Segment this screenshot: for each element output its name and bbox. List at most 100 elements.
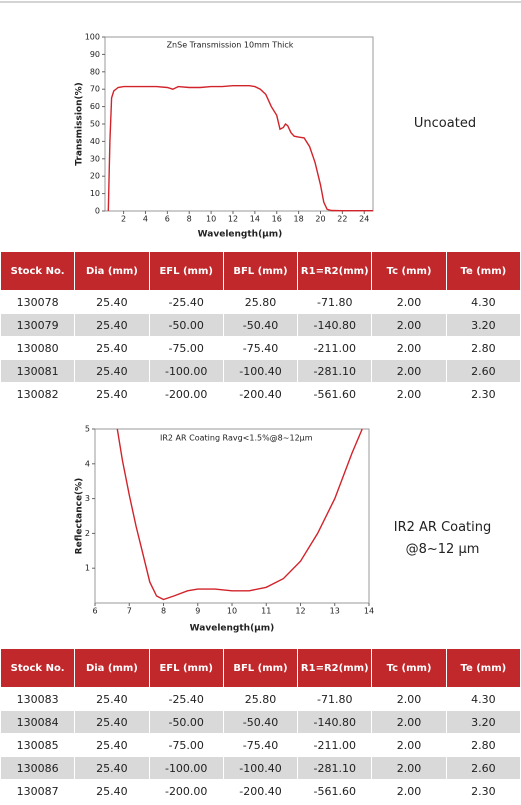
table-cell: 4.30 [445,687,521,711]
y-tick-label: 70 [90,85,100,94]
table-cell: -200.40 [222,779,299,803]
table-cell: -100.00 [148,756,224,780]
table-cell: 2.60 [445,756,521,780]
table-cell: 25.40 [74,733,150,757]
table-cell: 2.00 [371,336,447,360]
table-cell: 2.00 [371,382,447,406]
table-cell: 25.40 [74,756,150,780]
header-cell: Te (mm) [445,251,521,291]
table-cell: -211.00 [297,733,373,757]
table-cell: -100.00 [148,359,224,383]
plot-frame [104,36,374,212]
y-tick-label: 5 [85,425,90,434]
header-cell: BFL (mm) [222,251,299,291]
x-tick-label: 12 [228,215,238,224]
table-cell: 2.80 [445,733,521,757]
table-cell: 3.20 [445,313,521,337]
table-cell: 2.30 [445,382,521,406]
table-cell: -140.80 [297,313,373,337]
table-cell: -561.60 [297,779,373,803]
header-cell: Dia (mm) [74,648,150,688]
table-cell: 130084 [0,710,76,734]
table-cell: 130083 [0,687,76,711]
y-tick-label: 10 [90,189,100,198]
y-tick-label: 2 [85,529,90,538]
table-cell: -71.80 [297,687,373,711]
x-tick-label: 2 [121,215,126,224]
table-cell: 25.40 [74,336,150,360]
table-cell: -561.60 [297,382,373,406]
table-row: 130086 25.40 -100.00 -100.40 -281.10 2.00 2.60 [0,756,521,780]
table-cell: 2.30 [445,779,521,803]
y-tick-label: 30 [90,154,100,163]
table-cell: 2.00 [371,313,447,337]
table-cell: 25.40 [74,382,150,406]
table-cell: 130087 [0,779,76,803]
x-tick-label: 10 [227,607,237,616]
table-cell: -75.40 [222,733,299,757]
table-cell: 25.40 [74,710,150,734]
x-tick-label: 16 [272,215,282,224]
table-cell: -100.40 [222,756,299,780]
x-tick-label: 10 [206,215,216,224]
y-tick-label: 90 [90,50,100,59]
side-label: Uncoated [413,116,477,131]
table-row: 130087 25.40 -200.00 -200.40 -561.60 2.00 2.30 [0,779,521,803]
x-tick-label: 7 [127,607,132,616]
table-cell: -200.40 [222,382,299,406]
header-cell: Te (mm) [445,648,521,688]
table-cell: 130078 [0,290,76,314]
table-cell: -71.80 [297,290,373,314]
header-cell: R1=R2(mm) [297,251,373,291]
table-row: 130078 25.40 -25.40 25.80 -71.80 2.00 4.30 [0,290,521,314]
table-cell: 25.80 [222,687,299,711]
header-row: Stock No. Dia (mm) EFL (mm) BFL (mm) R1=R2(m… [0,648,521,688]
header-cell: Dia (mm) [74,251,150,291]
table-cell: -25.40 [148,687,224,711]
table-cell: 130082 [0,382,76,406]
data-line [107,85,373,212]
table-cell: 25.80 [222,290,299,314]
table-cell: 4.30 [445,290,521,314]
table-cell: -211.00 [297,336,373,360]
y-tick-label: 1 [85,564,90,573]
y-tick-label: 80 [90,67,100,76]
table-cell: 2.00 [371,710,447,734]
y-tick-label: 3 [85,494,90,503]
x-tick-label: 18 [294,215,304,224]
table-cell: 130081 [0,359,76,383]
table-cell: -50.40 [222,710,299,734]
table-cell: -50.00 [148,710,224,734]
x-tick-label: 9 [195,607,200,616]
table-cell: 25.40 [74,359,150,383]
table-row: 130079 25.40 -50.00 -50.40 -140.80 2.00 3.20 [0,313,521,337]
chart-title: ZnSe Transmission 10mm Thick [167,41,294,50]
table-row: 130084 25.40 -50.00 -50.40 -140.80 2.00 3.20 [0,710,521,734]
table-cell: -200.00 [148,382,224,406]
header-cell: EFL (mm) [148,648,224,688]
x-tick-label: 4 [143,215,148,224]
x-tick-label: 8 [187,215,192,224]
x-tick-label: 6 [92,607,97,616]
table-cell: -75.00 [148,336,224,360]
table-cell: 25.40 [74,290,150,314]
x-axis-label: Wavelength(μm) [190,624,275,634]
table-cell: -50.00 [148,313,224,337]
spec-table: Stock No. Dia (mm) EFL (mm) BFL (mm) R1=R2(m… [0,251,521,406]
table-cell: 25.40 [74,313,150,337]
table-cell: 25.40 [74,687,150,711]
table-row: 130085 25.40 -75.00 -75.40 -211.00 2.00 2.80 [0,733,521,757]
plot-frame [94,428,370,604]
header-cell: Stock No. [0,251,76,291]
header-row: Stock No. Dia (mm) EFL (mm) BFL (mm) R1=R2(m… [0,251,521,291]
table-cell: 2.00 [371,359,447,383]
x-tick-label: 20 [315,215,325,224]
table-cell: 2.00 [371,290,447,314]
table-row: 130082 25.40 -200.00 -200.40 -561.60 2.00 2.30 [0,382,521,406]
header-cell: R1=R2(mm) [297,648,373,688]
y-axis-label: Reflectance(%) [75,478,85,555]
table-cell: 2.00 [371,779,447,803]
side-label: IR2 AR Coating @8~12 μm [393,520,492,557]
